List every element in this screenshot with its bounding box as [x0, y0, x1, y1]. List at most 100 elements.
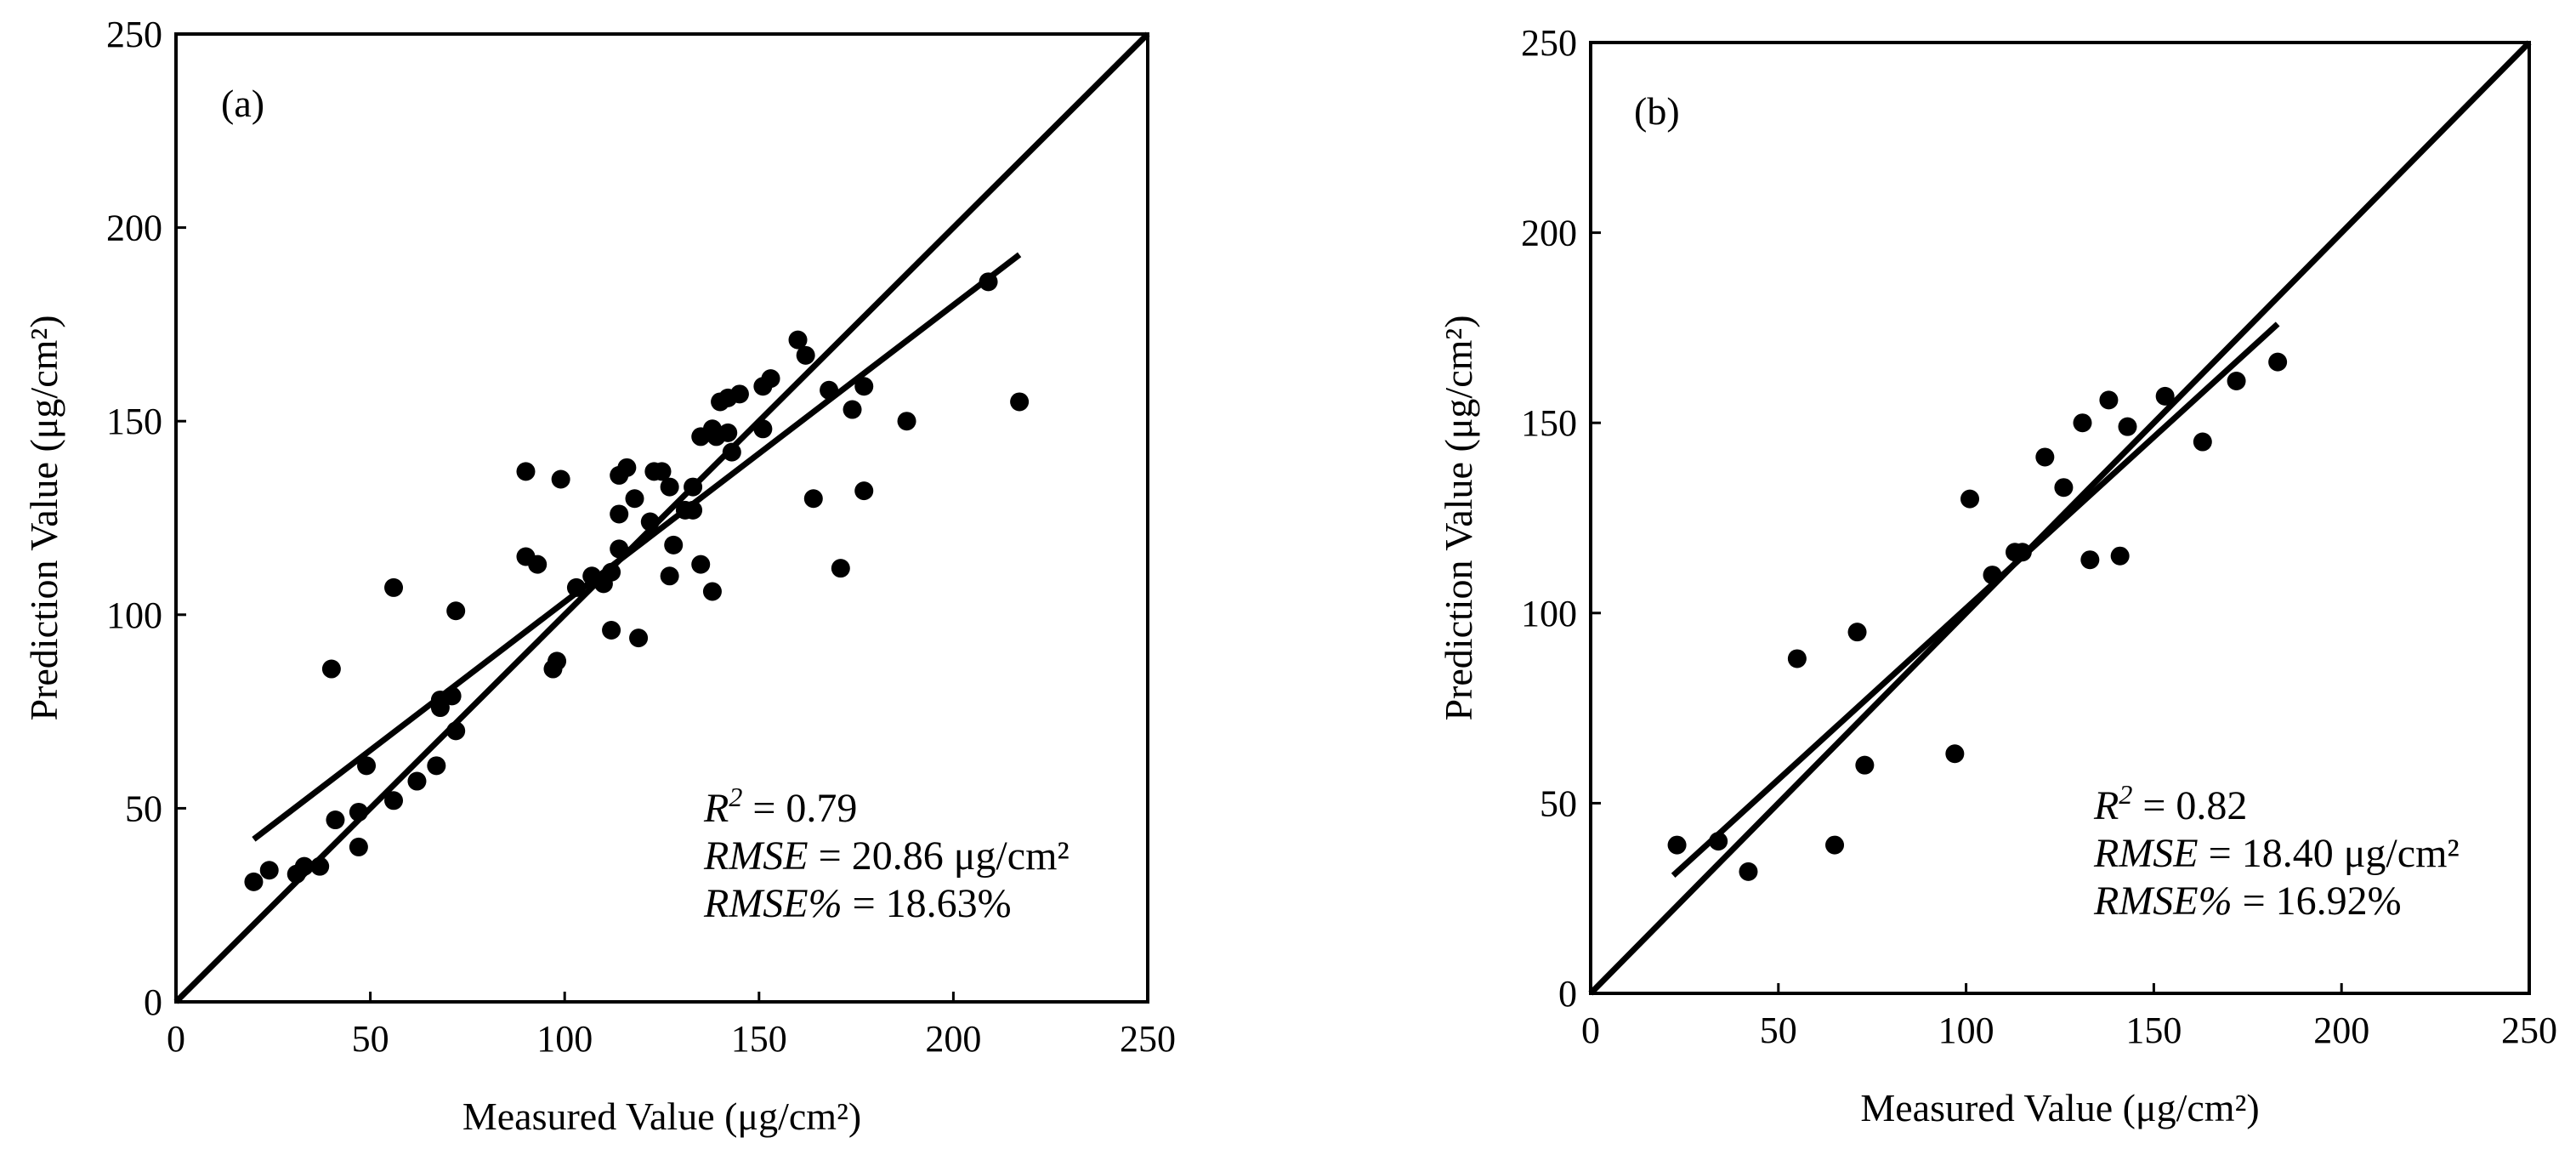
- data-point-a-43: [684, 477, 703, 497]
- data-point-a-61: [820, 380, 839, 400]
- x-tick-label-b-250: 250: [2501, 1010, 2557, 1051]
- data-point-b-12: [2035, 447, 2055, 467]
- one-to-one-line-b: [1588, 40, 2532, 996]
- data-point-a-23: [548, 651, 567, 671]
- data-point-a-38: [652, 462, 672, 481]
- data-point-b-21: [2227, 372, 2246, 391]
- data-point-a-65: [854, 377, 874, 396]
- y-tick-label-a-0: 0: [144, 981, 162, 1023]
- stat-text-a-0: R2 = 0.79: [703, 782, 857, 831]
- data-point-b-0: [1667, 835, 1687, 855]
- stat-text-b-0: R2 = 0.82: [2093, 779, 2247, 828]
- data-point-a-39: [660, 566, 679, 586]
- data-point-a-36: [640, 512, 660, 532]
- data-point-a-24: [551, 469, 570, 489]
- data-point-a-17: [446, 721, 466, 741]
- y-tick-label-a-150: 150: [106, 401, 162, 442]
- data-point-a-64: [854, 481, 874, 501]
- data-point-a-54: [729, 384, 749, 404]
- data-point-b-8: [1960, 489, 1980, 509]
- stat-name: RMSE: [2093, 831, 2199, 876]
- plot-frame-b: [1589, 41, 2531, 995]
- data-point-a-3: [294, 856, 314, 876]
- plot-frame-a: [174, 32, 1149, 1004]
- stat-text-b-1: RMSE = 18.40 μg/cm²: [2093, 831, 2460, 876]
- data-point-a-25: [566, 577, 586, 597]
- data-point-a-8: [349, 802, 368, 822]
- data-point-a-1: [259, 861, 279, 880]
- data-point-a-19: [516, 462, 536, 481]
- data-point-a-10: [384, 791, 404, 811]
- stat-name: RMSE: [703, 833, 809, 879]
- stat-value: = 20.86 μg/cm²: [809, 833, 1070, 879]
- y-tick-label-a-50: 50: [125, 788, 162, 829]
- stat-value: = 0.79: [742, 786, 857, 831]
- stat-superscript: 2: [2119, 779, 2132, 810]
- x-axis-title-a: Measured Value (μg/cm²): [462, 1095, 861, 1138]
- data-point-b-15: [2080, 550, 2100, 570]
- data-point-b-3: [1787, 649, 1807, 668]
- data-point-a-34: [625, 489, 644, 509]
- data-point-b-19: [2155, 386, 2175, 406]
- data-point-a-16: [442, 686, 462, 706]
- data-point-b-16: [2099, 390, 2119, 410]
- data-point-a-4: [310, 856, 330, 876]
- data-point-b-18: [2118, 417, 2137, 436]
- stat-name: R: [703, 786, 729, 831]
- y-tick-label-a-250: 250: [106, 14, 162, 55]
- x-tick-label-a-100: 100: [536, 1018, 593, 1060]
- stat-value: = 0.82: [2132, 783, 2247, 828]
- y-tick-label-b-50: 50: [1540, 782, 1577, 824]
- x-tick-label-b-0: 0: [1581, 1010, 1600, 1051]
- data-point-a-60: [803, 489, 823, 509]
- stat-name: RMSE%: [2093, 879, 2233, 924]
- y-tick-label-b-200: 200: [1521, 213, 1577, 254]
- data-point-a-33: [617, 458, 637, 477]
- data-point-a-13: [427, 756, 446, 776]
- y-tick-label-a-100: 100: [106, 594, 162, 636]
- data-point-a-46: [691, 555, 711, 574]
- data-point-b-1: [1709, 832, 1728, 851]
- data-point-a-47: [702, 582, 722, 601]
- data-point-a-67: [979, 272, 998, 292]
- x-tick-label-a-150: 150: [731, 1018, 787, 1060]
- data-point-a-41: [664, 535, 684, 555]
- data-point-b-6: [1855, 755, 1875, 775]
- data-point-a-62: [831, 559, 850, 578]
- data-point-b-22: [2268, 352, 2288, 372]
- data-point-b-14: [2073, 413, 2092, 433]
- x-tick-label-a-200: 200: [925, 1018, 981, 1060]
- y-tick-label-b-150: 150: [1521, 402, 1577, 444]
- stat-name: RMSE%: [703, 881, 843, 926]
- data-point-b-9: [1983, 566, 2002, 585]
- x-tick-label-b-100: 100: [1938, 1010, 1994, 1051]
- y-tick-label-b-250: 250: [1521, 22, 1577, 64]
- x-tick-label-b-200: 200: [2313, 1010, 2369, 1051]
- data-point-a-53: [722, 442, 741, 462]
- data-point-a-66: [897, 412, 916, 431]
- data-point-b-4: [1825, 835, 1845, 855]
- data-point-a-51: [718, 423, 738, 442]
- data-point-a-31: [610, 504, 629, 524]
- y-tick-label-b-100: 100: [1521, 593, 1577, 634]
- x-tick-label-b-150: 150: [2125, 1010, 2182, 1051]
- data-point-a-63: [843, 400, 862, 419]
- x-axis-title-b: Measured Value (μg/cm²): [1860, 1086, 2259, 1129]
- data-point-b-5: [1847, 623, 1867, 642]
- data-point-a-44: [684, 500, 703, 520]
- stat-text-b-2: RMSE% = 16.92%: [2093, 879, 2402, 924]
- data-point-a-32: [610, 539, 629, 559]
- stat-value: = 18.40 μg/cm²: [2199, 831, 2460, 876]
- data-point-b-17: [2110, 546, 2130, 566]
- data-point-a-6: [326, 811, 345, 830]
- data-point-a-55: [753, 419, 773, 439]
- data-point-a-11: [384, 577, 404, 597]
- regression-line-b: [1671, 321, 2280, 878]
- data-point-a-9: [357, 756, 377, 776]
- x-tick-label-a-0: 0: [167, 1018, 185, 1060]
- stat-name: R: [2093, 783, 2119, 828]
- stat-superscript: 2: [729, 782, 742, 812]
- data-point-a-35: [629, 629, 649, 648]
- panel-a-scatter-plot: 0 50 100 150 200 250 0 50 100 150 200 250 Measured V…: [22, 14, 1176, 1138]
